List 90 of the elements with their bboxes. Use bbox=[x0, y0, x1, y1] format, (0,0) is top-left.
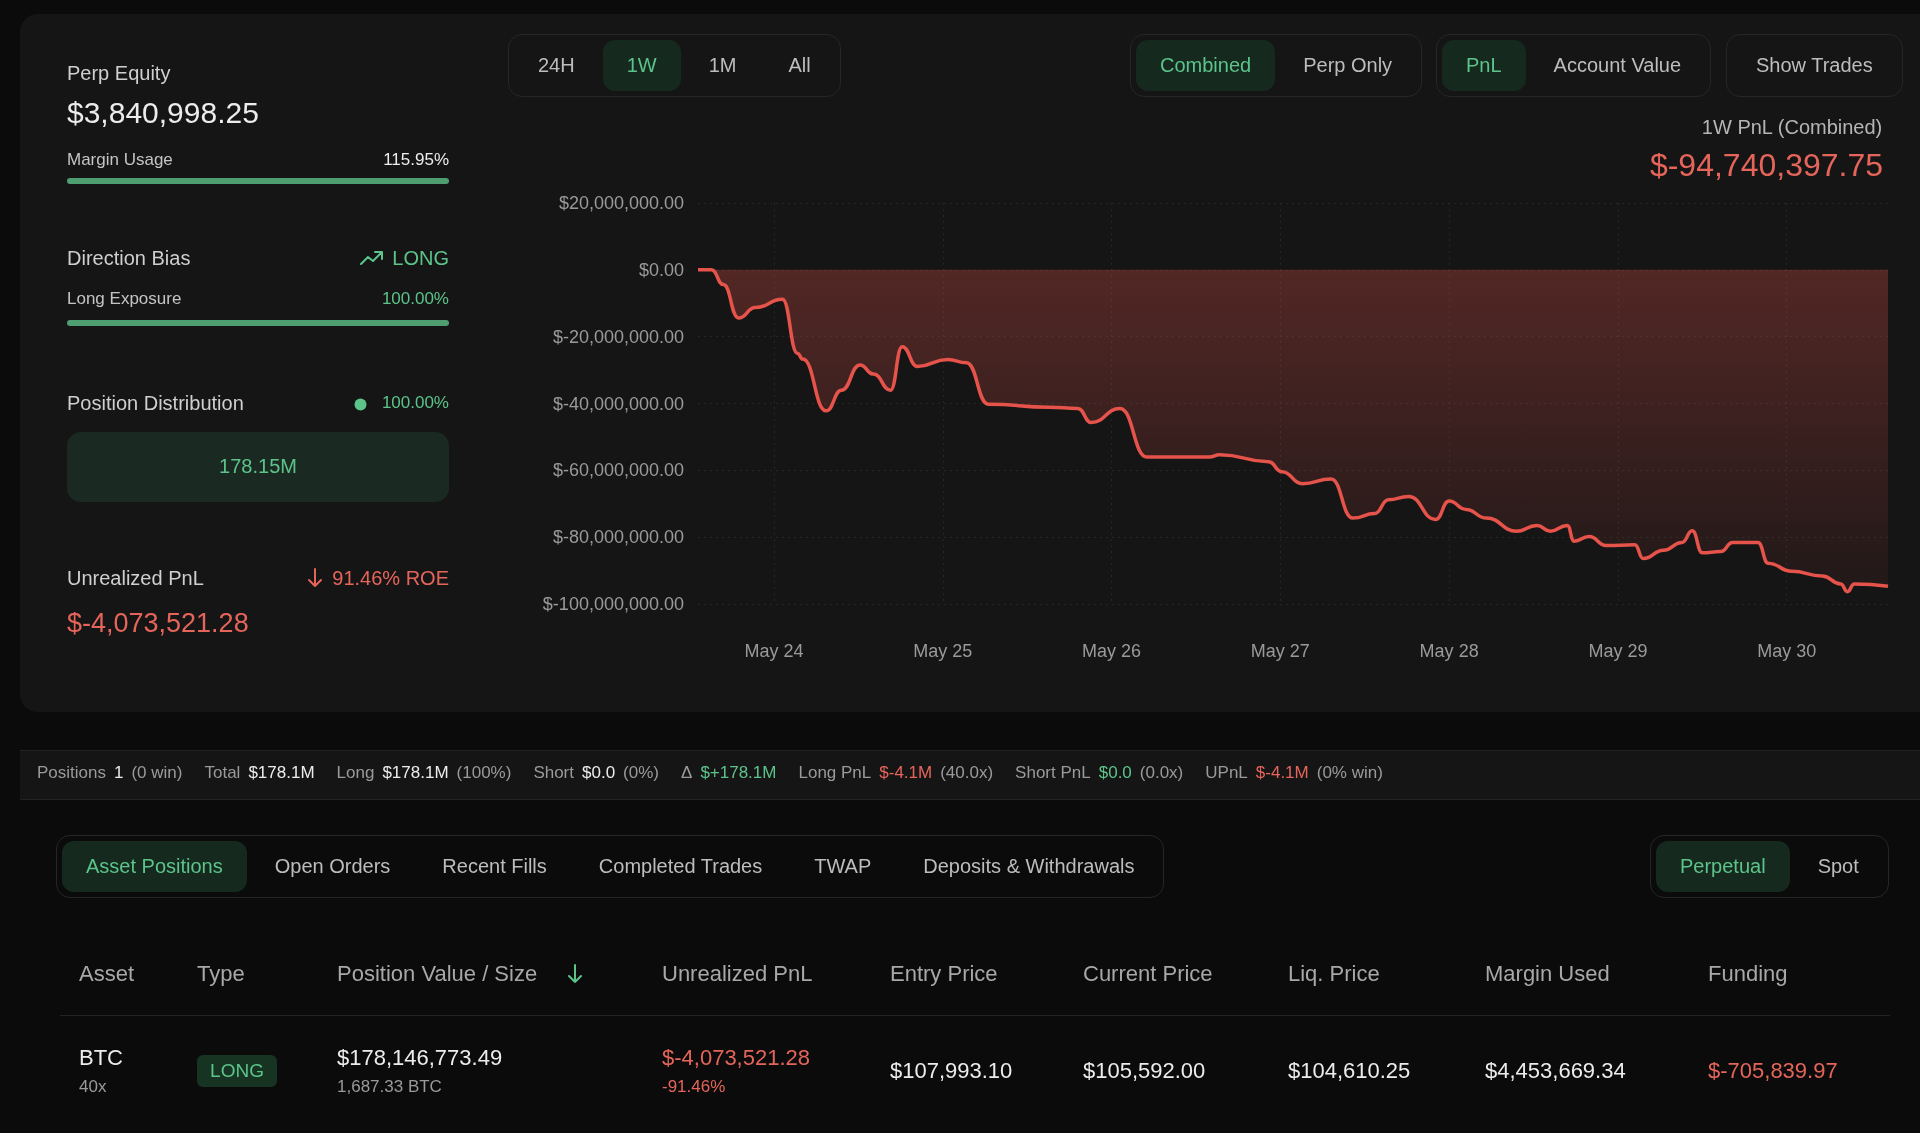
text: 24H bbox=[537, 53, 576, 78]
text: $178,146,773.49 bbox=[337, 1045, 503, 1071]
text: UPnL bbox=[1205, 763, 1248, 783]
text: Liq. Price bbox=[1288, 961, 1380, 987]
text: Short bbox=[533, 763, 575, 783]
text: Account Value bbox=[1552, 53, 1683, 78]
chart-title: 1W PnL (Combined) bbox=[1701, 116, 1883, 138]
x-tick-label: May 29 bbox=[1588, 641, 1648, 661]
text: Positions bbox=[37, 763, 106, 783]
text: BTC bbox=[79, 1045, 123, 1071]
text: $-4,073,521.28 bbox=[662, 1045, 811, 1071]
text: (0.0x) bbox=[1139, 763, 1184, 783]
x-tick-label: May 30 bbox=[1757, 641, 1817, 661]
text: Margin Used bbox=[1485, 961, 1610, 987]
text: Unrealized PnL bbox=[67, 567, 204, 590]
text: 115.95% bbox=[383, 150, 449, 170]
text: $104,610.25 bbox=[1288, 1058, 1411, 1084]
x-tick-label: May 25 bbox=[913, 641, 973, 661]
text: $0.0 bbox=[582, 763, 616, 783]
text: 1W bbox=[602, 40, 681, 91]
text: Position Distribution bbox=[67, 392, 244, 415]
x-tick-label: May 27 bbox=[1250, 641, 1310, 661]
text: Perp Equity bbox=[67, 62, 171, 85]
text: $105,592.00 bbox=[1083, 1058, 1206, 1084]
text: Asset Positions bbox=[62, 841, 247, 892]
text: $-4.1M bbox=[879, 763, 933, 783]
text: Entry Price bbox=[890, 961, 998, 987]
text: Show Trades bbox=[1755, 53, 1874, 78]
text: LONG bbox=[392, 247, 449, 270]
text: $178.1M bbox=[248, 763, 315, 783]
y-tick-label: $-80,000,000.00 bbox=[552, 527, 684, 548]
text: 91.46% ROE bbox=[332, 567, 449, 590]
text: Long Exposure bbox=[67, 289, 182, 309]
text: Asset bbox=[79, 961, 135, 987]
text: Long PnL bbox=[798, 763, 872, 783]
chart-subtitle: $-94,740,397.75 bbox=[1649, 147, 1883, 183]
text: Perpetual bbox=[1656, 841, 1790, 892]
text: Unrealized PnL bbox=[662, 961, 813, 987]
text: $3,840,998.25 bbox=[67, 96, 259, 130]
y-tick-label: $-20,000,000.00 bbox=[552, 326, 684, 347]
text: TWAP bbox=[813, 854, 873, 879]
text: Recent Fills bbox=[441, 854, 548, 879]
text: $0.0 bbox=[1098, 763, 1132, 783]
text: Perp Only bbox=[1302, 53, 1394, 78]
text: 178.15M bbox=[218, 455, 298, 478]
text: Combined bbox=[1136, 40, 1276, 91]
text: LONG bbox=[209, 1060, 265, 1082]
text: Completed Trades bbox=[597, 854, 764, 879]
text: Total bbox=[204, 763, 241, 783]
text: Spot bbox=[1816, 854, 1860, 879]
text: (40.0x) bbox=[940, 763, 994, 783]
text: $4,453,669.34 bbox=[1485, 1058, 1626, 1084]
text: -91.46% bbox=[662, 1077, 726, 1097]
text: $107,993.10 bbox=[890, 1058, 1013, 1084]
text: Current Price bbox=[1083, 961, 1213, 987]
y-tick-label: $-100,000,000.00 bbox=[542, 594, 684, 614]
text: Open Orders bbox=[273, 854, 392, 879]
y-tick-label: $-40,000,000.00 bbox=[552, 393, 684, 414]
y-tick-label: $20,000,000.00 bbox=[558, 193, 684, 213]
text: (0 win) bbox=[131, 763, 183, 783]
x-tick-label: May 24 bbox=[744, 641, 804, 661]
text: $-705,839.97 bbox=[1708, 1058, 1838, 1084]
text: $178.1M bbox=[382, 763, 449, 783]
text: Margin Usage bbox=[67, 150, 173, 170]
x-tick-label: May 26 bbox=[1082, 641, 1142, 661]
y-tick-label: $0.00 bbox=[638, 259, 684, 280]
text: Direction Bias bbox=[67, 247, 191, 270]
text: Long bbox=[336, 763, 375, 783]
text: $-4,073,521.28 bbox=[67, 608, 249, 639]
text: (100%) bbox=[456, 763, 512, 783]
y-tick-label: $-60,000,000.00 bbox=[552, 460, 684, 481]
text: Funding bbox=[1708, 961, 1788, 987]
text: Short PnL bbox=[1015, 763, 1091, 783]
text: Deposits & Withdrawals bbox=[922, 854, 1136, 879]
text: 1 bbox=[113, 763, 124, 783]
text: PnL bbox=[1442, 40, 1526, 91]
text: Δ bbox=[681, 763, 693, 783]
text: $+178.1M bbox=[700, 763, 777, 783]
text: 1,687.33 BTC bbox=[337, 1077, 442, 1097]
text: (0%) bbox=[623, 763, 660, 783]
text: Position Value / Size bbox=[337, 961, 538, 987]
x-tick-label: May 28 bbox=[1419, 641, 1479, 661]
text: 40x bbox=[79, 1077, 107, 1097]
text: All bbox=[787, 53, 812, 78]
text: 100.00% bbox=[381, 393, 449, 413]
text: (0% win) bbox=[1316, 763, 1383, 783]
text: 100.00% bbox=[381, 289, 449, 309]
text: Type bbox=[197, 961, 245, 987]
text: 1M bbox=[707, 53, 738, 78]
text: $-4.1M bbox=[1255, 763, 1309, 783]
